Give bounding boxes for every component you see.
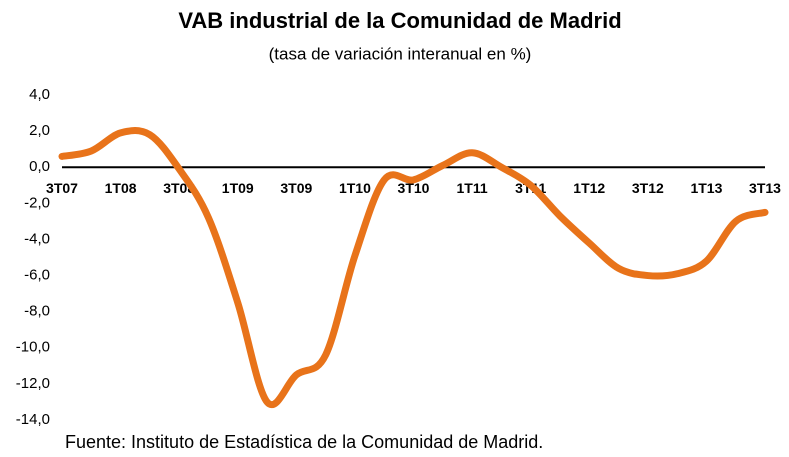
y-tick-label: -6,0	[24, 267, 50, 284]
x-tick-label: 3T12	[632, 180, 664, 196]
chart-title: VAB industrial de la Comunidad de Madrid	[178, 8, 621, 33]
x-tick-label: 3T09	[280, 180, 312, 196]
source: Fuente: Instituto de Estadística de la C…	[65, 432, 543, 452]
y-tick-label: 2,0	[29, 122, 50, 139]
y-tick-label: 0,0	[29, 158, 50, 175]
x-tick-label: 3T10	[398, 180, 430, 196]
chart-subtitle: (tasa de variación interanual en %)	[269, 44, 532, 63]
y-tick-label: -12,0	[16, 375, 50, 392]
x-tick-label: 3T13	[749, 180, 781, 196]
x-tick-label: 1T13	[690, 180, 722, 196]
x-tick-label: 3T07	[46, 180, 78, 196]
x-tick-label: 1T08	[105, 180, 137, 196]
y-tick-label: -8,0	[24, 303, 50, 320]
x-tick-label: 1T12	[573, 180, 605, 196]
y-tick-label: -14,0	[16, 411, 50, 428]
y-tick-label: 4,0	[29, 86, 50, 103]
x-tick-label: 1T11	[457, 180, 488, 196]
x-tick-label: 1T10	[339, 180, 371, 196]
x-tick-label: 1T09	[222, 180, 254, 196]
y-tick-label: -4,0	[24, 230, 50, 247]
y-tick-label: -2,0	[24, 194, 50, 211]
y-tick-label: -10,0	[16, 339, 50, 356]
line-series	[58, 127, 769, 409]
